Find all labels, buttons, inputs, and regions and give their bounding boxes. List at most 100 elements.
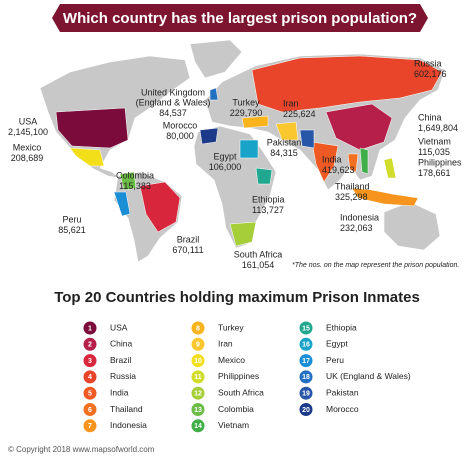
greenland bbox=[189, 39, 243, 79]
country-shape bbox=[351, 187, 419, 207]
country-shape bbox=[299, 129, 315, 149]
rank-badge bbox=[191, 403, 205, 416]
country-shape bbox=[325, 103, 393, 151]
rank-number: 11 bbox=[194, 374, 202, 381]
map-note: *The nos. on the map represent the priso… bbox=[292, 262, 459, 269]
prison-population: 80,000 bbox=[166, 131, 194, 141]
country-shape bbox=[209, 87, 219, 101]
prison-population: 178,661 bbox=[418, 168, 451, 178]
rank-number: 17 bbox=[302, 358, 310, 365]
prison-population: 84,537 bbox=[159, 108, 187, 118]
legend: 1 USA 2 China 3 Brazil 4 Russia 5 India 6 Thailand 7… bbox=[83, 321, 411, 433]
country-shape bbox=[311, 141, 339, 183]
rank-number: 5 bbox=[88, 391, 92, 398]
rank-number: 12 bbox=[194, 391, 202, 398]
rank-number: 13 bbox=[194, 407, 202, 414]
rank-badge bbox=[83, 386, 97, 400]
rank-number: 14 bbox=[194, 423, 202, 430]
legend-country: Morocco bbox=[326, 404, 359, 414]
prison-population: 670,111 bbox=[172, 245, 203, 255]
rank-number: 15 bbox=[302, 325, 310, 332]
country-shape bbox=[241, 115, 269, 129]
prison-population: 419,623 bbox=[322, 165, 355, 175]
country-shape bbox=[347, 153, 359, 173]
prison-population: 2,145,100 bbox=[8, 127, 48, 137]
prison-population: 232,063 bbox=[340, 223, 373, 233]
country-name: Russia bbox=[414, 58, 442, 68]
legend-country: Turkey bbox=[218, 322, 244, 332]
rank-number: 2 bbox=[88, 342, 92, 349]
prison-population: 229,790 bbox=[230, 108, 263, 118]
country-name: Brazil bbox=[177, 234, 200, 244]
country-shape bbox=[119, 171, 137, 191]
legend-country: Pakistan bbox=[326, 387, 359, 397]
rank-badge bbox=[191, 386, 205, 400]
prison-population: 325,298 bbox=[335, 192, 368, 202]
legend-country: UK (England & Wales) bbox=[326, 371, 411, 381]
legend-country: Philippines bbox=[218, 371, 259, 381]
legend-country: USA bbox=[110, 322, 128, 332]
rank-number: 3 bbox=[88, 358, 92, 365]
prison-population: 602,176 bbox=[414, 69, 447, 79]
rank-badge bbox=[299, 386, 313, 400]
legend-country: Peru bbox=[326, 355, 344, 365]
rank-number: 9 bbox=[196, 342, 200, 349]
country-shape bbox=[139, 181, 181, 233]
country-shape bbox=[383, 157, 397, 179]
rank-badge bbox=[299, 321, 313, 335]
legend-country: Mexico bbox=[218, 355, 245, 365]
prison-population: 1,649,804 bbox=[418, 123, 458, 133]
rank-badge bbox=[83, 403, 97, 416]
rank-badge bbox=[191, 419, 205, 433]
country-name: Turkey bbox=[232, 97, 260, 107]
rank-number: 7 bbox=[88, 423, 92, 430]
country-shape bbox=[199, 127, 219, 145]
country-name: United Kingdom bbox=[141, 87, 205, 97]
rank-badge bbox=[191, 354, 205, 368]
country-name: Peru bbox=[62, 214, 81, 224]
prison-population: 115,383 bbox=[119, 181, 151, 191]
rank-badge bbox=[299, 403, 313, 416]
country-shape bbox=[239, 139, 259, 159]
rank-number: 16 bbox=[302, 342, 310, 349]
country-name: Colombia bbox=[116, 170, 154, 180]
rank-badge bbox=[191, 321, 205, 335]
banner-tip bbox=[52, 4, 60, 32]
legend-country: China bbox=[110, 339, 132, 349]
country-name: Iran bbox=[283, 98, 299, 108]
country-name: USA bbox=[19, 116, 38, 126]
prison-population: 225,624 bbox=[283, 109, 316, 119]
country-shape bbox=[359, 147, 369, 175]
rank-number: 6 bbox=[88, 407, 92, 414]
legend-country: Russia bbox=[110, 371, 136, 381]
rank-badge bbox=[83, 354, 97, 368]
rank-number: 8 bbox=[196, 325, 200, 332]
country-name: Mexico bbox=[13, 142, 42, 152]
rank-badge bbox=[299, 337, 313, 351]
country-shapes bbox=[55, 55, 443, 247]
country-name: South Africa bbox=[234, 249, 283, 259]
country-shape bbox=[55, 107, 129, 149]
country-name: Thailand bbox=[335, 181, 370, 191]
rank-number: 19 bbox=[302, 391, 310, 398]
rank-badge bbox=[191, 370, 205, 384]
rank-badge bbox=[83, 419, 97, 433]
prison-population: 208,689 bbox=[11, 153, 44, 163]
country-name: Vietnam bbox=[418, 136, 451, 146]
country-shape bbox=[255, 167, 273, 185]
legend-title: Top 20 Countries holding maximum Prison … bbox=[54, 289, 420, 306]
country-name: Pakistan bbox=[267, 137, 302, 147]
legend-country: South Africa bbox=[218, 387, 264, 397]
legend-country: Brazil bbox=[110, 355, 131, 365]
rank-badge bbox=[83, 321, 97, 335]
prison-population: 113,727 bbox=[252, 205, 284, 215]
country-shape bbox=[251, 55, 443, 113]
rank-number: 20 bbox=[302, 407, 310, 414]
prison-population: 161,054 bbox=[242, 260, 275, 270]
legend-country: Indonesia bbox=[110, 420, 147, 430]
banner-tip bbox=[420, 4, 428, 32]
legend-country: Iran bbox=[218, 339, 233, 349]
prison-population: 85,621 bbox=[58, 225, 86, 235]
country-shape bbox=[275, 121, 299, 141]
